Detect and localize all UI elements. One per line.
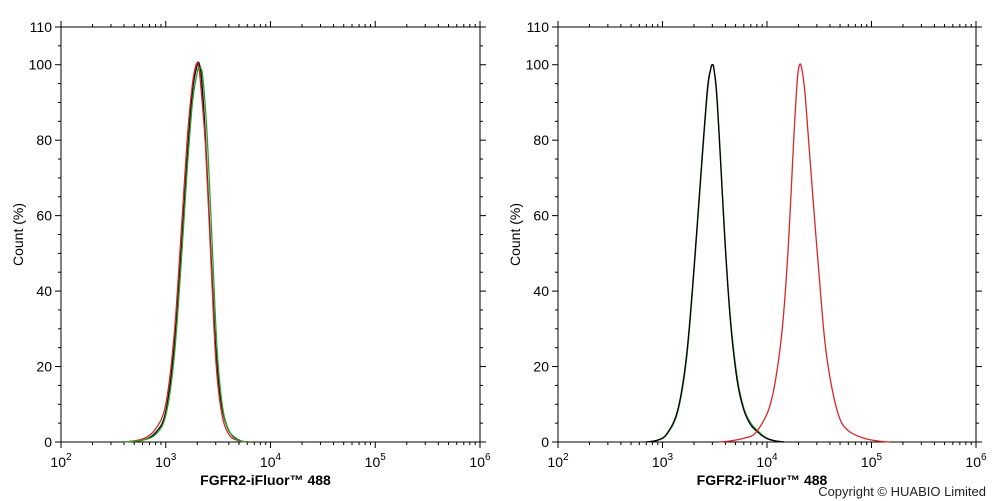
- y-axis-label: Count (%): [507, 203, 523, 266]
- x-tick-label: 104: [260, 452, 282, 470]
- x-axis-label: FGFR2-iFluor™ 488: [200, 472, 331, 488]
- y-tick-label: 60: [533, 208, 549, 224]
- histogram-series-0: [646, 64, 784, 443]
- y-axis-label: Count (%): [10, 203, 26, 266]
- y-tick-label: 0: [541, 434, 549, 450]
- x-tick-label: 106: [965, 452, 987, 470]
- x-tick-label: 104: [756, 452, 778, 470]
- histogram-panel-right: 0 20 40 60 80 100 110 102 103 104 105 106 FGFR2-iFlu…: [507, 19, 987, 488]
- y-tick-label: 100: [29, 57, 53, 73]
- histogram-series-2: [124, 67, 248, 443]
- y-tick-label: 20: [36, 359, 52, 375]
- y-tick-label: 80: [36, 132, 52, 148]
- x-tick-label: 103: [155, 452, 177, 470]
- copyright-text: Copyright © HUABIO Limited: [818, 484, 986, 499]
- histogram-series-1: [123, 61, 248, 443]
- x-axis-label: FGFR2-iFluor™ 488: [697, 472, 828, 488]
- plot-frame: [557, 26, 977, 443]
- x-tick-label: 103: [652, 452, 674, 470]
- y-tick-label: 80: [533, 132, 549, 148]
- x-tick-label: 105: [861, 452, 883, 470]
- y-tick-label: 110: [527, 19, 550, 35]
- x-tick-label: 102: [50, 452, 72, 470]
- y-tick-label: 60: [36, 208, 52, 224]
- x-tick-label: 106: [469, 452, 491, 470]
- y-tick-label: 100: [526, 57, 550, 73]
- histogram-series-0: [124, 61, 248, 443]
- x-tick-label: 102: [547, 452, 569, 470]
- histogram-series-1: [646, 63, 784, 443]
- y-tick-label: 40: [36, 283, 52, 299]
- histogram-series-2: [719, 63, 890, 443]
- y-tick-label: 40: [533, 283, 549, 299]
- x-tick-label: 105: [365, 452, 387, 470]
- y-tick-label: 110: [30, 19, 53, 35]
- plot-frame: [60, 26, 481, 443]
- y-tick-label: 0: [44, 434, 52, 450]
- histogram-panel-left: 0 20 40 60 80 100 110 102 103 104 105 106 FGFR2-iFlu…: [10, 19, 491, 488]
- y-tick-label: 20: [533, 359, 549, 375]
